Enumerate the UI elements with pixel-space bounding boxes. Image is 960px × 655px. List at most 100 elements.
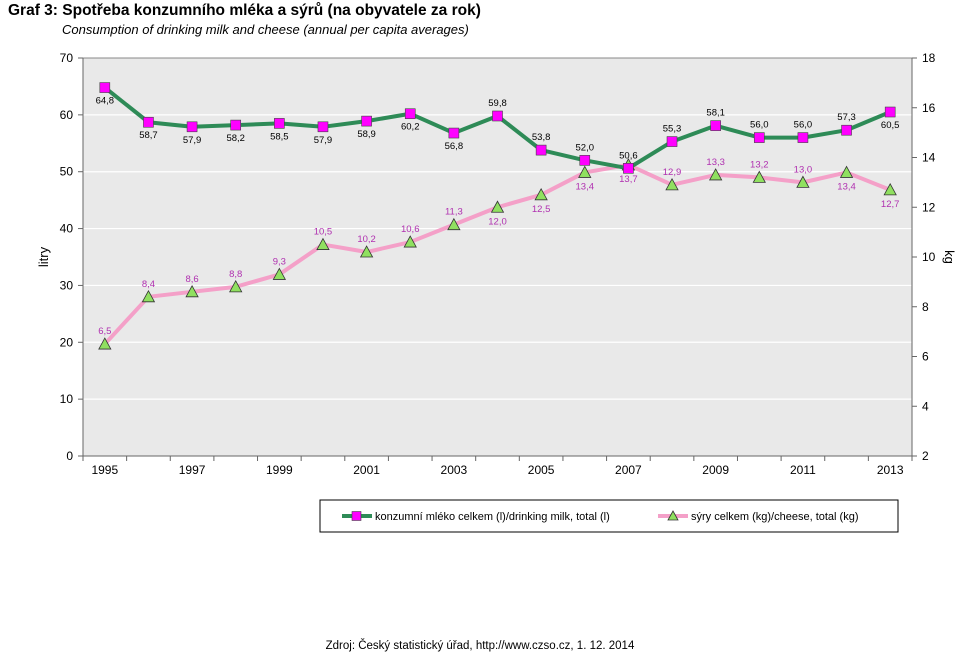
legend: konzumní mléko celkem (l)/drinking milk,… bbox=[319, 499, 899, 533]
x-tick-label: 2013 bbox=[877, 463, 904, 477]
data-label-milk: 56,0 bbox=[794, 120, 813, 131]
data-label-milk: 57,3 bbox=[837, 112, 856, 123]
x-tick-label: 2009 bbox=[702, 463, 729, 477]
data-label-milk: 58,5 bbox=[270, 131, 289, 142]
data-label-cheese: 13,4 bbox=[837, 181, 856, 192]
source-note: Zdroj: Český statistický úřad, http://ww… bbox=[325, 640, 635, 652]
y-tick-label-left: 0 bbox=[66, 449, 73, 463]
legend-marker-milk bbox=[351, 511, 362, 521]
data-label-cheese: 12,0 bbox=[488, 216, 507, 227]
data-label-milk: 58,9 bbox=[357, 129, 376, 140]
data-label-milk: 58,2 bbox=[226, 133, 245, 144]
y-tick-label-right: 10 bbox=[922, 250, 936, 264]
data-label-cheese: 13,4 bbox=[576, 181, 595, 192]
data-label-milk: 56,8 bbox=[445, 141, 464, 152]
data-label-milk: 53,8 bbox=[532, 132, 551, 143]
marker-milk bbox=[841, 124, 852, 136]
marker-milk bbox=[274, 118, 285, 129]
marker-cheese bbox=[359, 245, 374, 258]
data-label-milk: 52,0 bbox=[576, 142, 595, 153]
data-label-milk: 60,5 bbox=[881, 120, 900, 131]
data-label-milk: 59,8 bbox=[488, 98, 507, 109]
marker-milk bbox=[535, 144, 547, 156]
data-label-milk: 58,7 bbox=[139, 130, 158, 141]
data-label-cheese: 8,8 bbox=[229, 269, 242, 280]
y-tick-label-right: 2 bbox=[922, 449, 929, 463]
data-label-milk: 56,0 bbox=[750, 120, 769, 131]
data-label-cheese: 12,7 bbox=[881, 199, 900, 210]
y-tick-label-left: 50 bbox=[60, 165, 74, 179]
marker-cheese bbox=[316, 237, 330, 250]
data-label-milk: 57,9 bbox=[183, 135, 202, 146]
axes: 0 10 20 30 40 50 60 70 2 4 6 8 10 12 14 16 18 1995 1997 199… bbox=[36, 51, 957, 477]
legend-label-milk: konzumní mléko celkem (l)/drinking milk,… bbox=[375, 511, 610, 523]
marker-cheese bbox=[229, 280, 243, 293]
marker-milk bbox=[230, 119, 242, 131]
data-label-milk: 60,2 bbox=[401, 122, 420, 133]
marker-milk bbox=[753, 132, 765, 143]
y-tick-label-left: 20 bbox=[60, 335, 74, 349]
x-tick-label: 2007 bbox=[615, 463, 642, 477]
data-labels: 64,8 58,7 57,9 58,2 58,5 57,9 58,9 60,2 56,8 59,8… bbox=[96, 96, 900, 337]
marker-milk bbox=[448, 127, 460, 139]
y-tick-label-left: 40 bbox=[60, 222, 74, 236]
y-axis-title-right: kg bbox=[942, 250, 957, 264]
marker-milk bbox=[666, 136, 678, 147]
data-label-cheese: 13,7 bbox=[619, 174, 638, 185]
data-label-milk: 55,3 bbox=[663, 124, 682, 135]
data-label-cheese: 6,5 bbox=[98, 326, 111, 337]
y-tick-label-right: 14 bbox=[922, 151, 936, 165]
x-tick-label: 2005 bbox=[528, 463, 555, 477]
x-tick-label: 1995 bbox=[91, 463, 118, 477]
y-tick-label-right: 12 bbox=[922, 200, 936, 214]
marker-milk bbox=[317, 121, 329, 133]
data-label-cheese: 8,6 bbox=[185, 274, 198, 285]
marker-milk bbox=[579, 155, 591, 166]
data-label-cheese: 13,2 bbox=[750, 159, 769, 170]
marker-cheese bbox=[490, 200, 505, 213]
series-layer bbox=[98, 82, 897, 350]
y-tick-label-left: 70 bbox=[60, 51, 74, 65]
y-tick-label-right: 8 bbox=[922, 300, 929, 314]
marker-cheese bbox=[272, 267, 287, 280]
marker-cheese bbox=[185, 284, 199, 298]
marker-milk bbox=[99, 82, 111, 93]
data-label-cheese: 8,4 bbox=[142, 279, 155, 290]
data-label-cheese: 10,2 bbox=[357, 234, 376, 245]
y-tick-label-left: 30 bbox=[60, 278, 74, 292]
data-label-cheese: 13,0 bbox=[794, 164, 813, 175]
marker-milk bbox=[884, 106, 896, 118]
data-label-cheese: 11,3 bbox=[445, 207, 463, 218]
marker-cheese bbox=[98, 337, 112, 350]
marker-cheese bbox=[708, 168, 723, 181]
line-chart: 0 10 20 30 40 50 60 70 2 4 6 8 10 12 14 16 18 1995 1997 199… bbox=[36, 51, 957, 533]
x-tick-label: 2003 bbox=[441, 463, 468, 477]
data-label-cheese: 9,3 bbox=[273, 256, 286, 267]
marker-milk bbox=[186, 121, 198, 133]
data-label-milk: 57,9 bbox=[314, 135, 333, 146]
data-label-cheese: 13,3 bbox=[706, 157, 725, 168]
chart-subtitle: Consumption of drinking milk and cheese … bbox=[62, 22, 469, 37]
data-label-cheese: 10,5 bbox=[314, 227, 333, 238]
marker-milk bbox=[143, 116, 154, 128]
x-tick-label: 2001 bbox=[353, 463, 380, 477]
marker-cheese bbox=[403, 235, 417, 248]
marker-cheese bbox=[447, 217, 461, 231]
x-tick-label: 1999 bbox=[266, 463, 293, 477]
data-label-milk: 50,6 bbox=[619, 150, 638, 161]
legend-box bbox=[319, 499, 899, 533]
data-label-cheese: 12,9 bbox=[663, 167, 682, 178]
marker-milk bbox=[797, 132, 809, 143]
marker-cheese bbox=[578, 165, 592, 178]
marker-cheese bbox=[141, 289, 156, 303]
chart-title: Graf 3: Spotřeba konzumního mléka a sýrů… bbox=[8, 2, 481, 19]
marker-milk bbox=[492, 110, 503, 122]
marker-cheese bbox=[839, 165, 854, 178]
marker-cheese bbox=[796, 175, 810, 188]
marker-cheese bbox=[665, 178, 679, 191]
marker-milk bbox=[404, 108, 416, 120]
y-tick-label-right: 16 bbox=[922, 101, 936, 115]
y-tick-label-left: 10 bbox=[60, 392, 74, 406]
legend-label-cheese: sýry celkem (kg)/cheese, total (kg) bbox=[691, 511, 859, 523]
marker-cheese bbox=[883, 183, 897, 196]
